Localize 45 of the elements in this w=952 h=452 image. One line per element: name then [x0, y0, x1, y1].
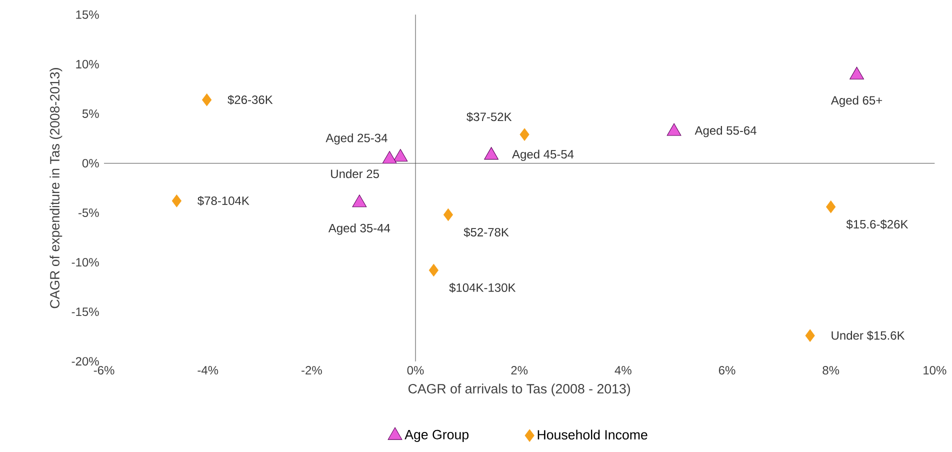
y-tick-label: -5%: [78, 208, 99, 217]
legend-label: Household Income: [538, 430, 648, 440]
annotation: $78-104K: [198, 196, 250, 206]
x-tick-label: -2%: [302, 366, 322, 374]
annotation: Under $15.6K: [832, 330, 905, 340]
x-tick-label: 6%: [718, 366, 736, 375]
point: [172, 194, 182, 208]
point: [805, 329, 815, 342]
x-tick-label: 2%: [511, 366, 528, 374]
annotation: Aged 35-44: [328, 224, 390, 235]
point: [352, 194, 367, 208]
x-tick-label: 10%: [924, 366, 946, 375]
y-tick-label: -15%: [72, 308, 99, 316]
point: [443, 208, 453, 222]
annotation: $52-78K: [464, 227, 509, 238]
annotation: Aged 25-34: [326, 133, 388, 145]
x-tick-label: 8%: [822, 366, 840, 375]
y-axis-title: CAGR of expenditure in Tas (2008-2013): [50, 68, 62, 308]
annotation: $15.6-$26K: [846, 220, 908, 230]
annotation: $26-36K: [228, 94, 273, 105]
annotation: Aged 55-64: [694, 126, 756, 138]
y-tick-label: 10%: [76, 60, 99, 68]
y-tick-label: -20%: [72, 357, 99, 366]
point: [826, 200, 836, 214]
y-tick-label: 15%: [76, 10, 99, 19]
y-tick-label: -10%: [72, 258, 99, 267]
point: [666, 123, 682, 136]
point: [393, 149, 408, 162]
point: [484, 147, 498, 160]
x-tick-label: 0%: [407, 366, 424, 375]
point: [850, 66, 864, 80]
annotation: $104K-130K: [449, 282, 516, 293]
x-tick-label: -6%: [94, 366, 114, 375]
point: [382, 151, 397, 164]
x-tick-label: -4%: [198, 366, 218, 374]
point: [428, 264, 438, 276]
annotation: Aged 45-54: [512, 150, 574, 161]
annotation: $37-52K: [466, 112, 512, 122]
x-axis-title: CAGR of arrivals to Tas (2008 - 2013): [408, 384, 630, 396]
legend-label: Age Group: [404, 430, 469, 442]
annotation: Aged 65+: [830, 96, 882, 107]
annotation: Under 25: [331, 169, 379, 178]
y-tick-label: 5%: [82, 109, 99, 118]
x-tick-label: 4%: [614, 366, 632, 374]
y-tick-label: 0%: [82, 158, 99, 168]
